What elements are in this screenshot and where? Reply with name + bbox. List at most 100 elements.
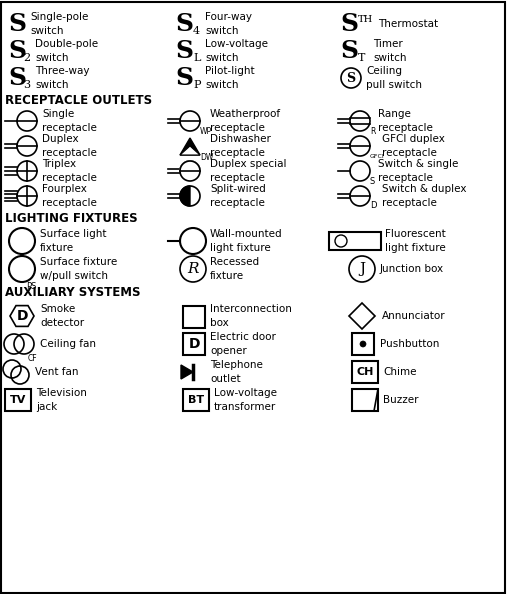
Text: Single: Single	[42, 109, 74, 119]
Text: Triplex: Triplex	[42, 159, 76, 169]
Text: Thermostat: Thermostat	[378, 19, 438, 29]
Text: Chime: Chime	[383, 367, 416, 377]
Text: Dishwasher: Dishwasher	[210, 134, 271, 144]
Text: S: S	[175, 12, 193, 36]
Text: D: D	[188, 337, 200, 351]
Text: Pushbutton: Pushbutton	[380, 339, 440, 349]
Text: D: D	[370, 201, 377, 210]
Text: w/pull switch: w/pull switch	[40, 271, 108, 281]
Text: receptacle: receptacle	[42, 123, 97, 133]
Text: TV: TV	[10, 395, 26, 405]
Text: GFCI: GFCI	[370, 153, 385, 159]
Text: Low-voltage: Low-voltage	[214, 388, 277, 398]
Text: Switch & single: Switch & single	[378, 159, 458, 169]
Text: Single-pole: Single-pole	[30, 12, 88, 22]
Text: receptacle: receptacle	[382, 148, 437, 158]
Circle shape	[360, 341, 366, 347]
Text: box: box	[210, 318, 229, 328]
Text: receptacle: receptacle	[210, 198, 265, 208]
Text: CF: CF	[28, 354, 38, 363]
Text: fixture: fixture	[210, 271, 244, 281]
Text: T: T	[358, 53, 366, 63]
Text: switch: switch	[205, 53, 238, 63]
Text: switch: switch	[30, 26, 63, 36]
Text: jack: jack	[36, 402, 57, 412]
Text: pull switch: pull switch	[366, 80, 422, 90]
Text: S: S	[8, 66, 26, 90]
Text: RECEPTACLE OUTLETS: RECEPTACLE OUTLETS	[5, 93, 152, 106]
Text: detector: detector	[40, 318, 84, 328]
Text: receptacle: receptacle	[378, 123, 433, 133]
Text: WP: WP	[200, 127, 212, 135]
Bar	[183, 389, 209, 411]
Text: Junction box: Junction box	[380, 264, 444, 274]
Text: R: R	[187, 262, 199, 276]
Text: S: S	[340, 39, 358, 63]
Bar	[352, 333, 374, 355]
Text: Duplex: Duplex	[42, 134, 79, 144]
Text: Timer: Timer	[373, 39, 403, 49]
Text: switch: switch	[35, 53, 68, 63]
Text: Switch & duplex: Switch & duplex	[382, 184, 466, 194]
Text: switch: switch	[205, 26, 238, 36]
Text: receptacle: receptacle	[42, 173, 97, 183]
Polygon shape	[180, 138, 200, 155]
Text: light fixture: light fixture	[210, 243, 271, 253]
Polygon shape	[180, 146, 200, 155]
Polygon shape	[181, 365, 193, 379]
Text: DW: DW	[200, 153, 213, 163]
Text: S: S	[370, 176, 375, 185]
Text: fixture: fixture	[40, 243, 74, 253]
Text: Vent fan: Vent fan	[35, 367, 79, 377]
Text: switch: switch	[205, 80, 238, 90]
Text: GFCI duplex: GFCI duplex	[382, 134, 445, 144]
Text: CH: CH	[356, 367, 374, 377]
Text: R: R	[370, 127, 375, 135]
Text: Ceiling: Ceiling	[366, 66, 402, 76]
Text: LIGHTING FIXTURES: LIGHTING FIXTURES	[5, 211, 137, 225]
Text: 2: 2	[23, 53, 30, 63]
Text: Range: Range	[378, 109, 411, 119]
Text: Three-way: Three-way	[35, 66, 90, 76]
Text: BT: BT	[188, 395, 204, 405]
Text: Surface light: Surface light	[40, 229, 106, 239]
Text: switch: switch	[35, 80, 68, 90]
Bar	[183, 333, 205, 355]
Text: Wall-mounted: Wall-mounted	[210, 229, 282, 239]
Bar	[329, 232, 381, 250]
Text: Duplex special: Duplex special	[210, 159, 286, 169]
Text: opener: opener	[210, 346, 247, 356]
Text: receptacle: receptacle	[42, 198, 97, 208]
Polygon shape	[180, 186, 190, 206]
Text: S: S	[8, 39, 26, 63]
Text: Low-voltage: Low-voltage	[205, 39, 268, 49]
Text: switch: switch	[373, 53, 407, 63]
Text: Interconnection: Interconnection	[210, 304, 292, 314]
Text: transformer: transformer	[214, 402, 276, 412]
Text: Ceiling fan: Ceiling fan	[40, 339, 96, 349]
Text: Fourplex: Fourplex	[42, 184, 87, 194]
Text: TH: TH	[358, 14, 373, 24]
Text: S: S	[8, 12, 26, 36]
Text: Telephone: Telephone	[210, 360, 263, 370]
Text: light fixture: light fixture	[385, 243, 446, 253]
Text: Four-way: Four-way	[205, 12, 252, 22]
Text: Split-wired: Split-wired	[210, 184, 266, 194]
Text: receptacle: receptacle	[210, 148, 265, 158]
Text: Recessed: Recessed	[210, 257, 259, 267]
Text: Fluorescent: Fluorescent	[385, 229, 446, 239]
Text: S: S	[346, 71, 355, 84]
Bar	[183, 306, 205, 328]
Text: J: J	[359, 262, 365, 276]
Text: Surface fixture: Surface fixture	[40, 257, 117, 267]
Text: Television: Television	[36, 388, 87, 398]
Text: receptacle: receptacle	[382, 198, 437, 208]
Text: receptacle: receptacle	[378, 173, 433, 183]
Bar	[352, 389, 378, 411]
Text: Double-pole: Double-pole	[35, 39, 98, 49]
Text: Annunciator: Annunciator	[382, 311, 446, 321]
Text: L: L	[193, 53, 200, 63]
Text: 4: 4	[193, 26, 200, 36]
Text: receptacle: receptacle	[210, 173, 265, 183]
Text: S: S	[175, 39, 193, 63]
